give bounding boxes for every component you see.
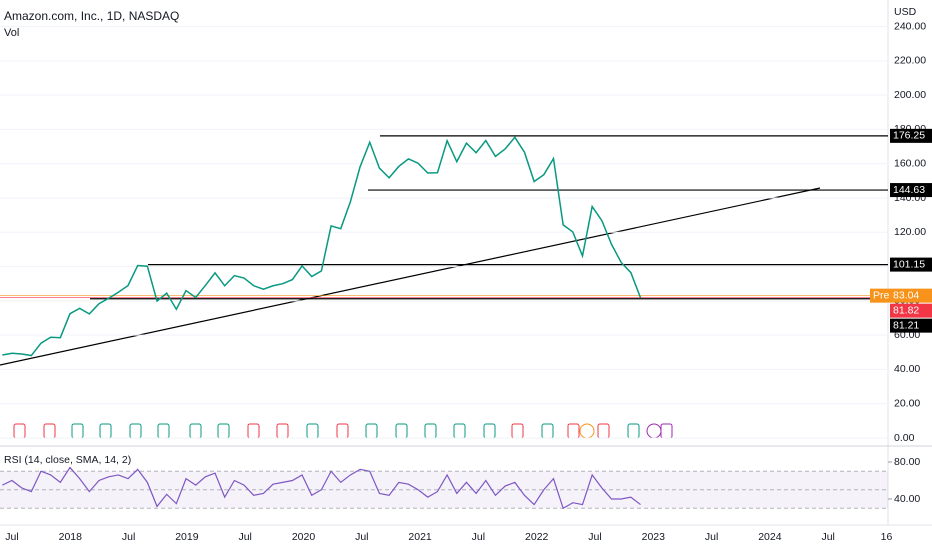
- earnings-icon: [541, 423, 554, 439]
- price-label: 81.82: [893, 304, 919, 316]
- y-tick-label: 240.00: [894, 20, 926, 32]
- earnings-icon: [511, 423, 524, 439]
- price-label-box: [890, 303, 932, 318]
- price-label-box: [890, 183, 932, 198]
- volume-label: Vol: [4, 27, 19, 39]
- chart-title: Amazon.com, Inc., 1D, NASDAQ: [4, 9, 179, 23]
- price-label-name: Pre: [873, 289, 890, 301]
- earnings-icon: [71, 423, 84, 439]
- price-label: 101.15: [893, 258, 925, 270]
- earnings-icon: [395, 423, 408, 439]
- earnings-icon: [597, 423, 610, 439]
- earnings-icon: [660, 423, 673, 439]
- price-label: 144.63: [893, 184, 925, 196]
- earnings-icon: [43, 423, 56, 439]
- x-tick-label: 2019: [175, 531, 199, 543]
- price-line: [2, 136, 642, 357]
- dividend-icon: [579, 423, 595, 439]
- rsi-line: [2, 466, 641, 510]
- earnings-icon: [453, 423, 466, 439]
- rsi-tick-label: 40.00: [894, 493, 920, 505]
- rsi-tick-label: 80.00: [894, 456, 920, 468]
- y-tick-label: 200.00: [894, 89, 926, 101]
- price-label: 81.21: [893, 319, 919, 331]
- y-tick-label: 20.00: [894, 397, 920, 409]
- x-tick-label: Jul: [705, 531, 718, 543]
- earnings-icon: [13, 423, 26, 439]
- earnings-icon: [189, 423, 202, 439]
- earnings-icon: [483, 423, 496, 439]
- earnings-icon: [627, 423, 640, 439]
- earnings-icon: [157, 423, 170, 439]
- x-tick-label: Jul: [821, 531, 834, 543]
- earnings-icon: [306, 423, 319, 439]
- price-label-box: [890, 257, 932, 272]
- earnings-icon: [99, 423, 112, 439]
- price-label-box: [890, 318, 932, 333]
- price-label-box: [890, 288, 932, 303]
- price-label-tag: [870, 288, 890, 303]
- price-label: 83.04: [893, 289, 919, 301]
- x-tick-label: Jul: [588, 531, 601, 543]
- x-tick-label: 2020: [292, 531, 316, 543]
- x-tick-label: 16: [881, 531, 893, 543]
- earnings-icon: [365, 423, 378, 439]
- x-tick-label: 2023: [642, 531, 666, 543]
- x-tick-label: Jul: [355, 531, 368, 543]
- y-tick-label: 120.00: [894, 226, 926, 238]
- x-tick-label: 2018: [59, 531, 83, 543]
- x-tick-label: 2022: [525, 531, 549, 543]
- rsi-title: RSI (14, close, SMA, 14, 2): [4, 454, 131, 466]
- earnings-icon: [567, 423, 580, 439]
- y-tick-label: 160.00: [894, 157, 926, 169]
- currency: USD: [894, 6, 917, 18]
- x-tick-label: 2021: [408, 531, 432, 543]
- earnings-icon: [129, 423, 142, 439]
- x-tick-label: 2024: [758, 531, 782, 543]
- y-tick-label: 0.00: [894, 432, 915, 444]
- x-tick-label: Jul: [122, 531, 135, 543]
- split-icon: [646, 423, 662, 439]
- price-label-box: [890, 128, 932, 143]
- x-tick-label: Jul: [5, 531, 18, 543]
- earnings-markers: [13, 423, 673, 439]
- earnings-icon: [336, 423, 349, 439]
- y-tick-label: 40.00: [894, 363, 920, 375]
- x-tick-label: Jul: [238, 531, 251, 543]
- earnings-icon: [247, 423, 260, 439]
- earnings-icon: [217, 423, 230, 439]
- earnings-icon: [276, 423, 289, 439]
- price-label: 176.25: [893, 130, 925, 142]
- y-tick-label: 220.00: [894, 55, 926, 67]
- earnings-icon: [424, 423, 437, 439]
- x-tick-label: Jul: [472, 531, 485, 543]
